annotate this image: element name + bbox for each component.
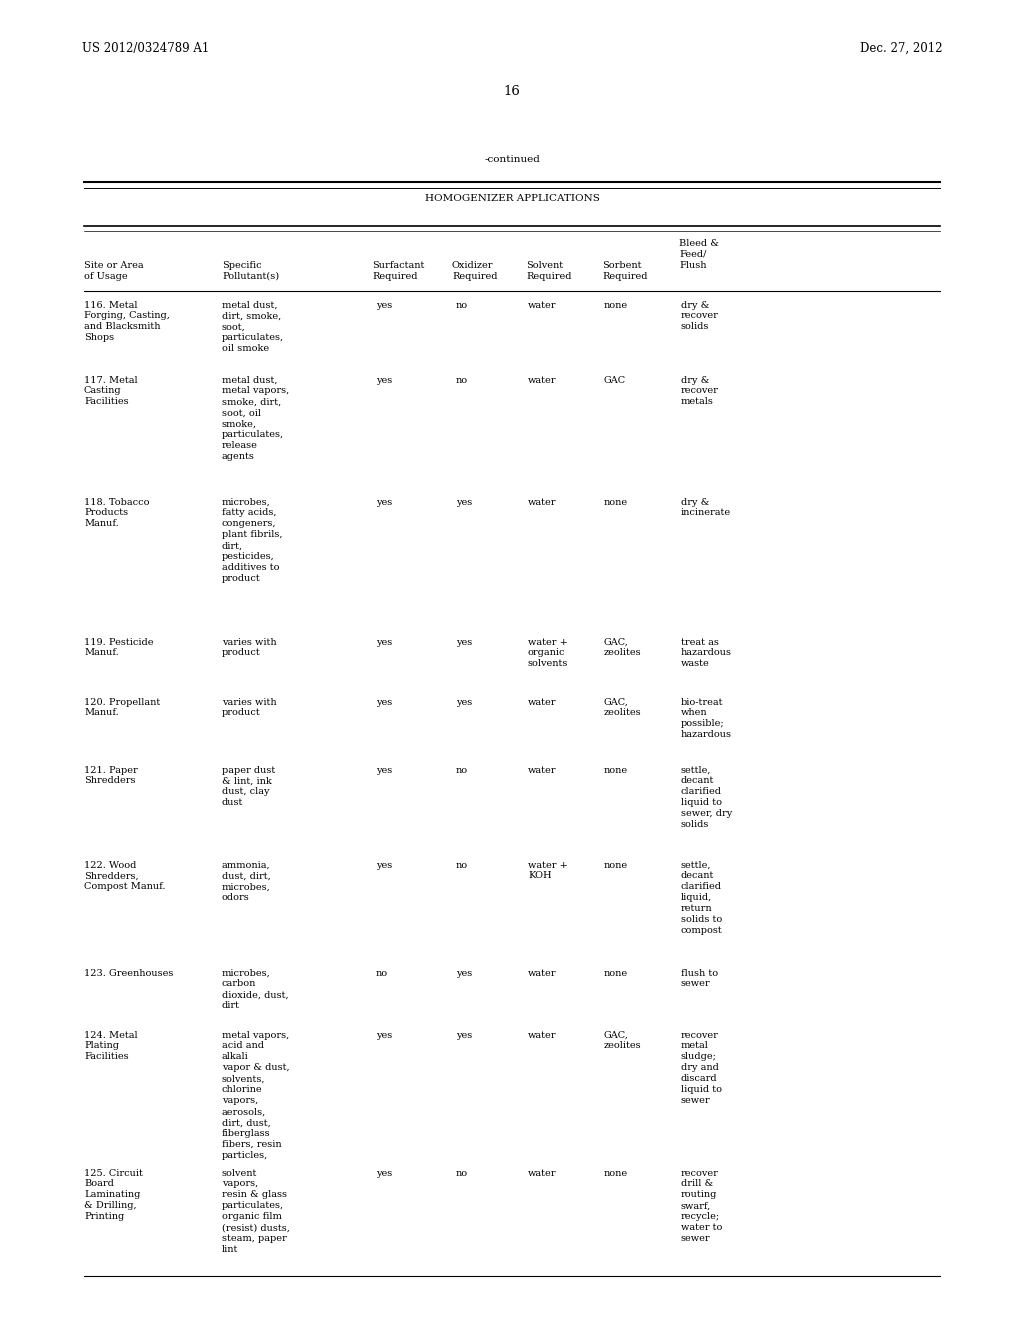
Text: yes: yes: [376, 697, 392, 706]
Text: yes: yes: [376, 301, 392, 309]
Text: treat as
hazardous
waste: treat as hazardous waste: [681, 638, 732, 668]
Text: Specific
Pollutant(s): Specific Pollutant(s): [222, 260, 280, 281]
Text: US 2012/0324789 A1: US 2012/0324789 A1: [82, 42, 209, 55]
Text: settle,
decant
clarified
liquid,
return
solids to
compost: settle, decant clarified liquid, return …: [681, 861, 723, 936]
Text: yes: yes: [456, 697, 472, 706]
Text: 120. Propellant
Manuf.: 120. Propellant Manuf.: [84, 697, 160, 718]
Text: solvent
vapors,
resin & glass
particulates,
organic film
(resist) dusts,
steam, : solvent vapors, resin & glass particulat…: [222, 1168, 290, 1254]
Text: water: water: [528, 1031, 556, 1040]
Text: water: water: [528, 301, 556, 309]
Text: water: water: [528, 1168, 556, 1177]
Text: 125. Circuit
Board
Laminating
& Drilling,
Printing: 125. Circuit Board Laminating & Drilling…: [84, 1168, 142, 1221]
Text: dry &
recover
metals: dry & recover metals: [681, 375, 719, 407]
Text: recover
metal
sludge;
dry and
discard
liquid to
sewer: recover metal sludge; dry and discard li…: [681, 1031, 722, 1105]
Text: dry &
recover
solids: dry & recover solids: [681, 301, 719, 331]
Text: Surfactant
Required: Surfactant Required: [372, 260, 424, 281]
Text: none: none: [604, 1168, 628, 1177]
Text: yes: yes: [376, 1168, 392, 1177]
Text: Dec. 27, 2012: Dec. 27, 2012: [859, 42, 942, 55]
Text: water: water: [528, 697, 556, 706]
Text: GAC,
zeolites: GAC, zeolites: [604, 638, 642, 657]
Text: -continued: -continued: [484, 154, 540, 164]
Text: 118. Tobacco
Products
Manuf.: 118. Tobacco Products Manuf.: [84, 498, 150, 528]
Text: 123. Greenhouses: 123. Greenhouses: [84, 969, 173, 978]
Text: water +
organic
solvents: water + organic solvents: [528, 638, 568, 668]
Text: water +
KOH: water + KOH: [528, 861, 568, 880]
Text: no: no: [456, 861, 468, 870]
Text: metal vapors,
acid and
alkali
vapor & dust,
solvents,
chlorine
vapors,
aerosols,: metal vapors, acid and alkali vapor & du…: [222, 1031, 290, 1160]
Text: metal dust,
dirt, smoke,
soot,
particulates,
oil smoke: metal dust, dirt, smoke, soot, particula…: [222, 301, 284, 354]
Text: metal dust,
metal vapors,
smoke, dirt,
soot, oil
smoke,
particulates,
release
ag: metal dust, metal vapors, smoke, dirt, s…: [222, 375, 289, 461]
Text: GAC,
zeolites: GAC, zeolites: [604, 1031, 642, 1051]
Text: 117. Metal
Casting
Facilities: 117. Metal Casting Facilities: [84, 375, 137, 407]
Text: 122. Wood
Shredders,
Compost Manuf.: 122. Wood Shredders, Compost Manuf.: [84, 861, 166, 891]
Text: yes: yes: [456, 1031, 472, 1040]
Text: yes: yes: [456, 969, 472, 978]
Text: yes: yes: [376, 638, 392, 647]
Text: Site or Area
of Usage: Site or Area of Usage: [84, 260, 143, 281]
Text: no: no: [456, 375, 468, 384]
Text: settle,
decant
clarified
liquid to
sewer, dry
solids: settle, decant clarified liquid to sewer…: [681, 766, 732, 829]
Text: none: none: [604, 766, 628, 775]
Text: 116. Metal
Forging, Casting,
and Blacksmith
Shops: 116. Metal Forging, Casting, and Blacksm…: [84, 301, 170, 342]
Text: Sorbent
Required: Sorbent Required: [602, 260, 647, 281]
Text: no: no: [456, 1168, 468, 1177]
Text: recover
drill &
routing
swarf,
recycle;
water to
sewer: recover drill & routing swarf, recycle; …: [681, 1168, 722, 1243]
Text: microbes,
fatty acids,
congeners,
plant fibrils,
dirt,
pesticides,
additives to
: microbes, fatty acids, congeners, plant …: [222, 498, 283, 583]
Text: Solvent
Required: Solvent Required: [526, 260, 571, 281]
Text: microbes,
carbon
dioxide, dust,
dirt: microbes, carbon dioxide, dust, dirt: [222, 969, 289, 1010]
Text: yes: yes: [376, 861, 392, 870]
Text: yes: yes: [456, 638, 472, 647]
Text: ammonia,
dust, dirt,
microbes,
odors: ammonia, dust, dirt, microbes, odors: [222, 861, 270, 903]
Text: GAC: GAC: [604, 375, 626, 384]
Text: varies with
product: varies with product: [222, 697, 276, 718]
Text: no: no: [376, 969, 388, 978]
Text: flush to
sewer: flush to sewer: [681, 969, 718, 989]
Text: varies with
product: varies with product: [222, 638, 276, 657]
Text: Bleed &
Feed/
Flush: Bleed & Feed/ Flush: [679, 239, 719, 269]
Text: paper dust
& lint, ink
dust, clay
dust: paper dust & lint, ink dust, clay dust: [222, 766, 275, 808]
Text: no: no: [456, 301, 468, 309]
Text: bio-treat
when
possible;
hazardous: bio-treat when possible; hazardous: [681, 697, 732, 739]
Text: 124. Metal
Plating
Facilities: 124. Metal Plating Facilities: [84, 1031, 137, 1061]
Text: none: none: [604, 969, 628, 978]
Text: yes: yes: [376, 498, 392, 507]
Text: yes: yes: [456, 498, 472, 507]
Text: water: water: [528, 498, 556, 507]
Text: GAC,
zeolites: GAC, zeolites: [604, 697, 642, 718]
Text: 121. Paper
Shredders: 121. Paper Shredders: [84, 766, 137, 785]
Text: water: water: [528, 969, 556, 978]
Text: 16: 16: [504, 84, 520, 98]
Text: water: water: [528, 766, 556, 775]
Text: no: no: [456, 766, 468, 775]
Text: none: none: [604, 498, 628, 507]
Text: none: none: [604, 861, 628, 870]
Text: water: water: [528, 375, 556, 384]
Text: Oxidizer
Required: Oxidizer Required: [452, 260, 498, 281]
Text: none: none: [604, 301, 628, 309]
Text: dry &
incinerate: dry & incinerate: [681, 498, 731, 517]
Text: 119. Pesticide
Manuf.: 119. Pesticide Manuf.: [84, 638, 154, 657]
Text: yes: yes: [376, 1031, 392, 1040]
Text: yes: yes: [376, 766, 392, 775]
Text: yes: yes: [376, 375, 392, 384]
Text: HOMOGENIZER APPLICATIONS: HOMOGENIZER APPLICATIONS: [425, 194, 599, 202]
